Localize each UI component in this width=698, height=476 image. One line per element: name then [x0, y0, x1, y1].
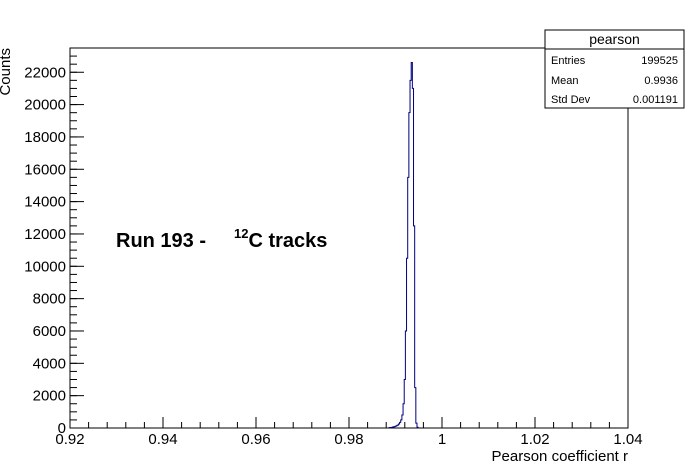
histogram-bin-19	[411, 63, 412, 428]
histogram-bin-23	[416, 423, 417, 428]
y-tick-label: 2000	[33, 388, 66, 405]
y-minor-ticks	[70, 47, 77, 429]
histogram-bin-17	[409, 113, 410, 428]
y-tick-label: 18000	[24, 129, 66, 146]
stats-stddev-label: Std Dev	[551, 94, 591, 106]
x-tick-label: 0.92	[55, 431, 84, 448]
histogram-bin-11	[402, 415, 403, 428]
annotation-superscript: 12	[234, 226, 248, 241]
x-axis-label: Pearson coefficient r	[492, 448, 628, 465]
x-tick-label: 0.96	[241, 431, 270, 448]
histogram-bin-13	[404, 379, 405, 428]
y-tick-label: 16000	[24, 161, 66, 178]
histogram-bin-16	[408, 177, 409, 428]
histogram-series-line	[388, 62, 419, 429]
x-axis-ticks: 0.92 0.94 0.96 0.98 1 1.02 1.04	[55, 417, 643, 448]
x-minor-ticks	[69, 422, 629, 428]
y-axis-label: Counts	[0, 48, 14, 96]
x-tick-label: 0.94	[148, 431, 177, 448]
y-tick-label: 0	[58, 420, 66, 437]
histogram-bin-12	[403, 404, 404, 428]
stats-box-title: pearson	[589, 31, 640, 47]
stats-mean-value: 0.9936	[644, 75, 678, 87]
y-tick-label: 14000	[24, 194, 66, 211]
x-tick-label: 1	[438, 431, 446, 448]
histogram-bin-24	[417, 427, 418, 428]
stats-stddev-value: 0.001191	[633, 94, 678, 106]
stats-box: pearson Entries 199525 Mean 0.9936 Std D…	[544, 29, 685, 109]
histogram-bin-18	[410, 80, 411, 428]
annotation-prefix: Run 193 -	[116, 230, 212, 252]
stats-entries-label: Entries	[551, 55, 586, 67]
x-tick-label: 1.02	[520, 431, 549, 448]
histogram-bin-5	[395, 426, 396, 428]
y-tick-label: 12000	[24, 226, 66, 243]
histogram-bin-6	[396, 426, 397, 428]
stats-entries-value: 199525	[641, 55, 678, 67]
histogram-bin-9	[400, 422, 401, 428]
x-tick-label: 0.98	[334, 431, 363, 448]
y-axis-ticks: 0 2000 4000 6000 8000 10000 12000 14000 16000 180…	[24, 64, 84, 437]
y-tick-label: 20000	[24, 97, 66, 114]
histogram-bin-14	[405, 331, 406, 428]
histogram-bin-15	[407, 258, 408, 428]
stats-box-frame	[544, 29, 685, 109]
x-tick-label: 1.04	[613, 431, 642, 448]
histogram-bin-21	[414, 226, 415, 428]
histogram-bin-2	[391, 427, 392, 428]
histogram-bin-10	[401, 420, 402, 428]
run-annotation: Run 193 - 12C tracks	[116, 226, 327, 252]
y-tick-label: 22000	[24, 64, 66, 81]
histogram-bin-22	[415, 388, 416, 428]
stats-mean-label: Mean	[551, 75, 579, 87]
histogram-bin-7	[397, 425, 398, 428]
histogram-bin-8	[398, 424, 399, 428]
histogram-bin-4	[394, 427, 395, 428]
histogram-bin-20	[412, 88, 413, 428]
y-tick-label: 6000	[33, 323, 66, 340]
y-tick-label: 4000	[33, 355, 66, 372]
y-tick-label: 8000	[33, 291, 66, 308]
y-tick-label: 10000	[24, 258, 66, 275]
annotation-suffix: C tracks	[248, 230, 327, 252]
histogram-bin-3	[393, 427, 394, 428]
